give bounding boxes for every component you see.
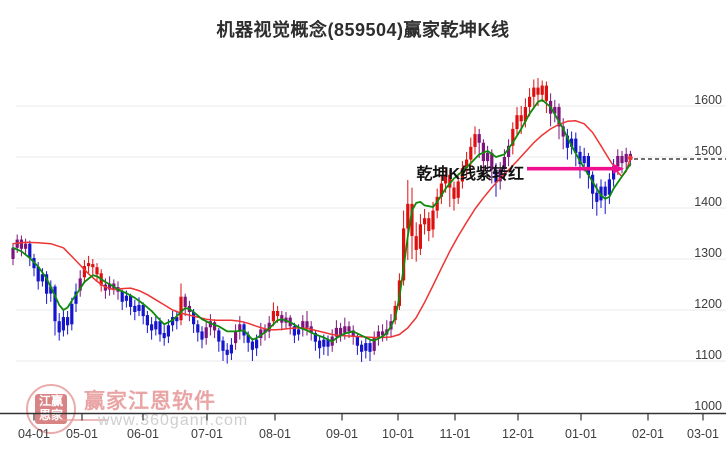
annotation-arrow xyxy=(527,163,624,174)
annotation-label: 乾坤K线紫转红 xyxy=(416,166,524,183)
latest-price-marker xyxy=(628,155,633,161)
x-axis-label: 02-01 xyxy=(632,427,664,441)
grid-lines xyxy=(16,105,726,362)
x-axis-label: 03-01 xyxy=(687,427,719,441)
ma-line-red xyxy=(12,120,632,339)
ma-line-green xyxy=(12,99,632,343)
latest-price-line xyxy=(628,155,726,161)
watermark-url-text: www.360gann.com xyxy=(98,412,249,429)
y-axis-label: 1100 xyxy=(695,348,722,362)
x-axis-label: 07-01 xyxy=(191,427,223,441)
x-axis-label: 06-01 xyxy=(127,427,159,441)
x-axis-label: 09-01 xyxy=(326,427,358,441)
logo-row1: 江赢 xyxy=(38,394,63,408)
y-axis-label: 1500 xyxy=(694,144,722,158)
page-title: 机器视觉概念(859504)赢家乾坤K线 xyxy=(216,20,510,40)
y-axis-labels: 1600 1500 1400 1300 1200 1100 1000 xyxy=(694,93,722,413)
y-axis-label: 1000 xyxy=(694,399,722,413)
y-axis-label: 1300 xyxy=(694,246,722,260)
logo-row2: 恩家 xyxy=(38,408,63,422)
x-axis-label: 01-01 xyxy=(565,427,597,441)
x-axis-label: 08-01 xyxy=(259,427,291,441)
x-axis-label: 05-01 xyxy=(66,427,98,441)
y-axis-label: 1400 xyxy=(694,195,722,209)
y-axis-label: 1200 xyxy=(694,297,722,311)
candles xyxy=(11,78,632,364)
x-axis-label: 10-01 xyxy=(382,427,414,441)
y-axis-label: 1600 xyxy=(694,93,722,107)
watermark-brand-text: 赢家江恩软件 xyxy=(84,390,216,413)
x-axis: 04-01 05-01 06-01 07-01 08-01 09-01 10-01 11-01… xyxy=(0,412,726,441)
x-axis-label: 11-01 xyxy=(439,427,470,441)
x-axis-label: 12-01 xyxy=(502,427,534,441)
watermark-underline xyxy=(60,419,108,421)
x-axis-label: 04-01 xyxy=(18,427,50,441)
